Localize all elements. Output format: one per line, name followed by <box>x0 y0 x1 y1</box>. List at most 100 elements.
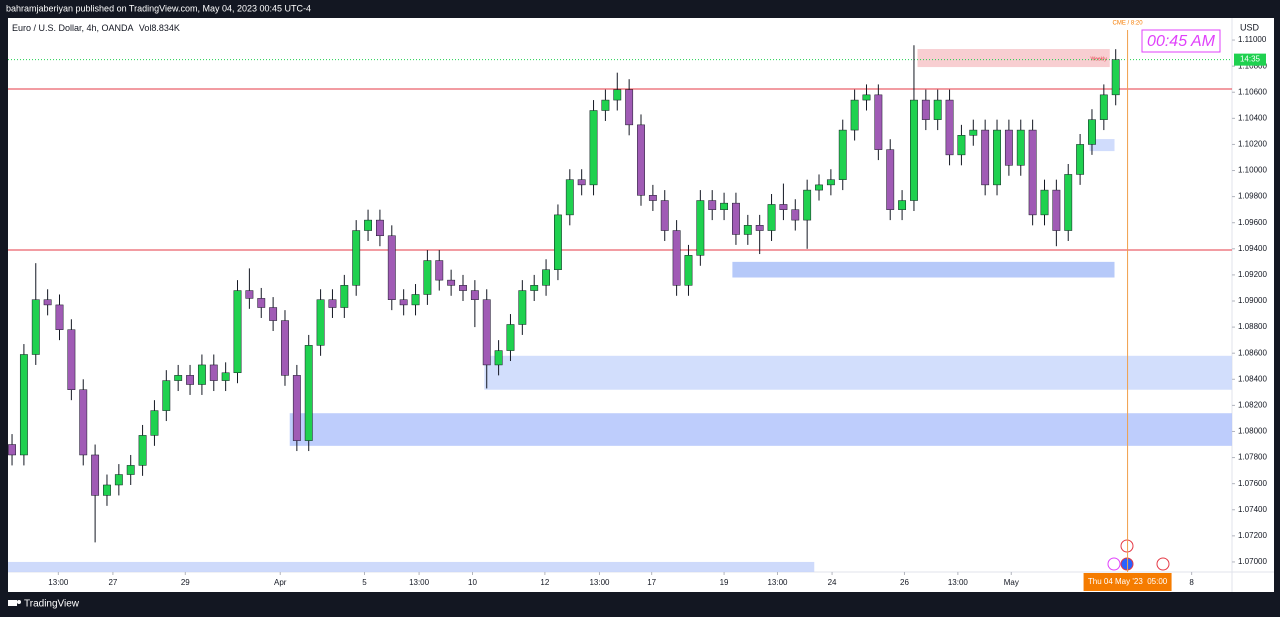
y-tick-label: 1.07200 <box>1238 531 1267 540</box>
candle-body <box>269 307 278 321</box>
candle <box>910 45 918 211</box>
candle-body <box>981 129 990 186</box>
candle-body <box>245 290 254 299</box>
candle-body <box>565 179 574 216</box>
zone-label: Weekly <box>1090 56 1107 62</box>
candle-body <box>660 200 669 231</box>
candle-body <box>31 299 40 355</box>
candle <box>103 474 111 506</box>
candle <box>352 220 361 296</box>
y-tick-label: 1.09800 <box>1238 192 1267 201</box>
candle <box>684 244 693 296</box>
candle-body <box>862 94 871 101</box>
candle <box>1004 119 1013 176</box>
candle <box>1076 133 1085 185</box>
candle-body <box>447 279 456 286</box>
candle-body <box>767 204 776 231</box>
candle <box>981 119 990 196</box>
candle-body <box>530 285 539 291</box>
candle-body <box>494 350 503 366</box>
x-tick-label: 13:00 <box>767 578 788 587</box>
zone <box>8 561 815 572</box>
candle <box>138 424 147 476</box>
volume-label: Vol <box>139 23 152 33</box>
candle-body <box>803 189 812 221</box>
candle <box>1099 84 1108 131</box>
candle <box>589 100 598 196</box>
y-tick-label: 1.07600 <box>1238 479 1267 488</box>
candle <box>1028 119 1037 226</box>
candle <box>375 209 384 247</box>
candle <box>898 190 907 221</box>
y-tick-label: 1.08800 <box>1238 322 1267 331</box>
candle-body <box>364 219 372 231</box>
candle-body <box>886 149 895 210</box>
candle-body <box>720 202 729 210</box>
y-tick-label: 1.10800 <box>1238 61 1267 70</box>
candle-body <box>1099 94 1108 120</box>
candle <box>862 84 871 111</box>
candle <box>672 220 681 296</box>
candle-body <box>589 110 598 186</box>
candle <box>969 119 978 146</box>
candle-body <box>91 454 100 496</box>
candle <box>67 319 76 401</box>
y-tick-label: 1.11000 <box>1238 35 1267 44</box>
y-tick-label: 1.08400 <box>1238 374 1267 383</box>
candle-body <box>743 225 752 235</box>
candle <box>826 169 835 196</box>
candle-body <box>554 214 562 270</box>
candle <box>340 274 349 318</box>
legend: Euro / U.S. Dollar, 4h, OANDA Vol8.834K <box>12 23 180 33</box>
y-tick-label: 1.07800 <box>1238 453 1267 462</box>
candle <box>637 114 645 206</box>
candle <box>43 289 52 316</box>
candle-body <box>221 372 230 381</box>
candle-body <box>435 260 444 281</box>
x-tick-label: 13:00 <box>948 578 969 587</box>
y-tick-label: 1.09400 <box>1238 244 1267 253</box>
candle-body <box>281 320 289 376</box>
event-label: CME / 8:20 <box>1113 21 1144 27</box>
candle-body <box>838 129 847 180</box>
publish-header: bahramjaberiyan published on TradingView… <box>6 3 311 13</box>
candle <box>743 214 752 245</box>
candle-body <box>577 179 586 186</box>
candle <box>399 289 408 316</box>
candle-body <box>874 94 883 150</box>
zone <box>732 261 1115 278</box>
y-tick-label: 1.10200 <box>1238 140 1267 149</box>
x-tick-label: 17 <box>647 578 656 587</box>
candle <box>447 269 456 296</box>
candle-body <box>340 285 349 308</box>
candle <box>554 204 562 281</box>
candle-body <box>114 474 123 486</box>
candle-body <box>791 209 800 221</box>
candle <box>648 184 657 211</box>
x-tick-label: 26 <box>900 578 909 587</box>
candle <box>126 454 135 485</box>
cursor-time: Thu 04 May '23 05:00 <box>1088 577 1168 586</box>
candle <box>921 89 930 131</box>
candle-body <box>696 200 705 256</box>
candle-body <box>103 484 111 496</box>
candle <box>660 190 669 241</box>
candle-body <box>1076 144 1085 175</box>
candle <box>459 274 467 302</box>
candle <box>791 199 800 231</box>
x-tick-label: 13:00 <box>409 578 430 587</box>
y-tick-label: 1.10600 <box>1238 87 1267 96</box>
candle <box>435 250 444 291</box>
candle-body <box>1111 59 1120 96</box>
candle <box>423 250 432 305</box>
candle <box>838 119 847 191</box>
candle <box>79 379 88 466</box>
candle <box>577 169 586 196</box>
candle-body <box>518 290 527 325</box>
candle <box>1040 179 1049 226</box>
candle-body <box>779 204 788 210</box>
zone <box>289 413 1233 446</box>
candle-body <box>613 89 622 101</box>
candle-body <box>957 135 966 156</box>
candle-body <box>1004 129 1013 166</box>
